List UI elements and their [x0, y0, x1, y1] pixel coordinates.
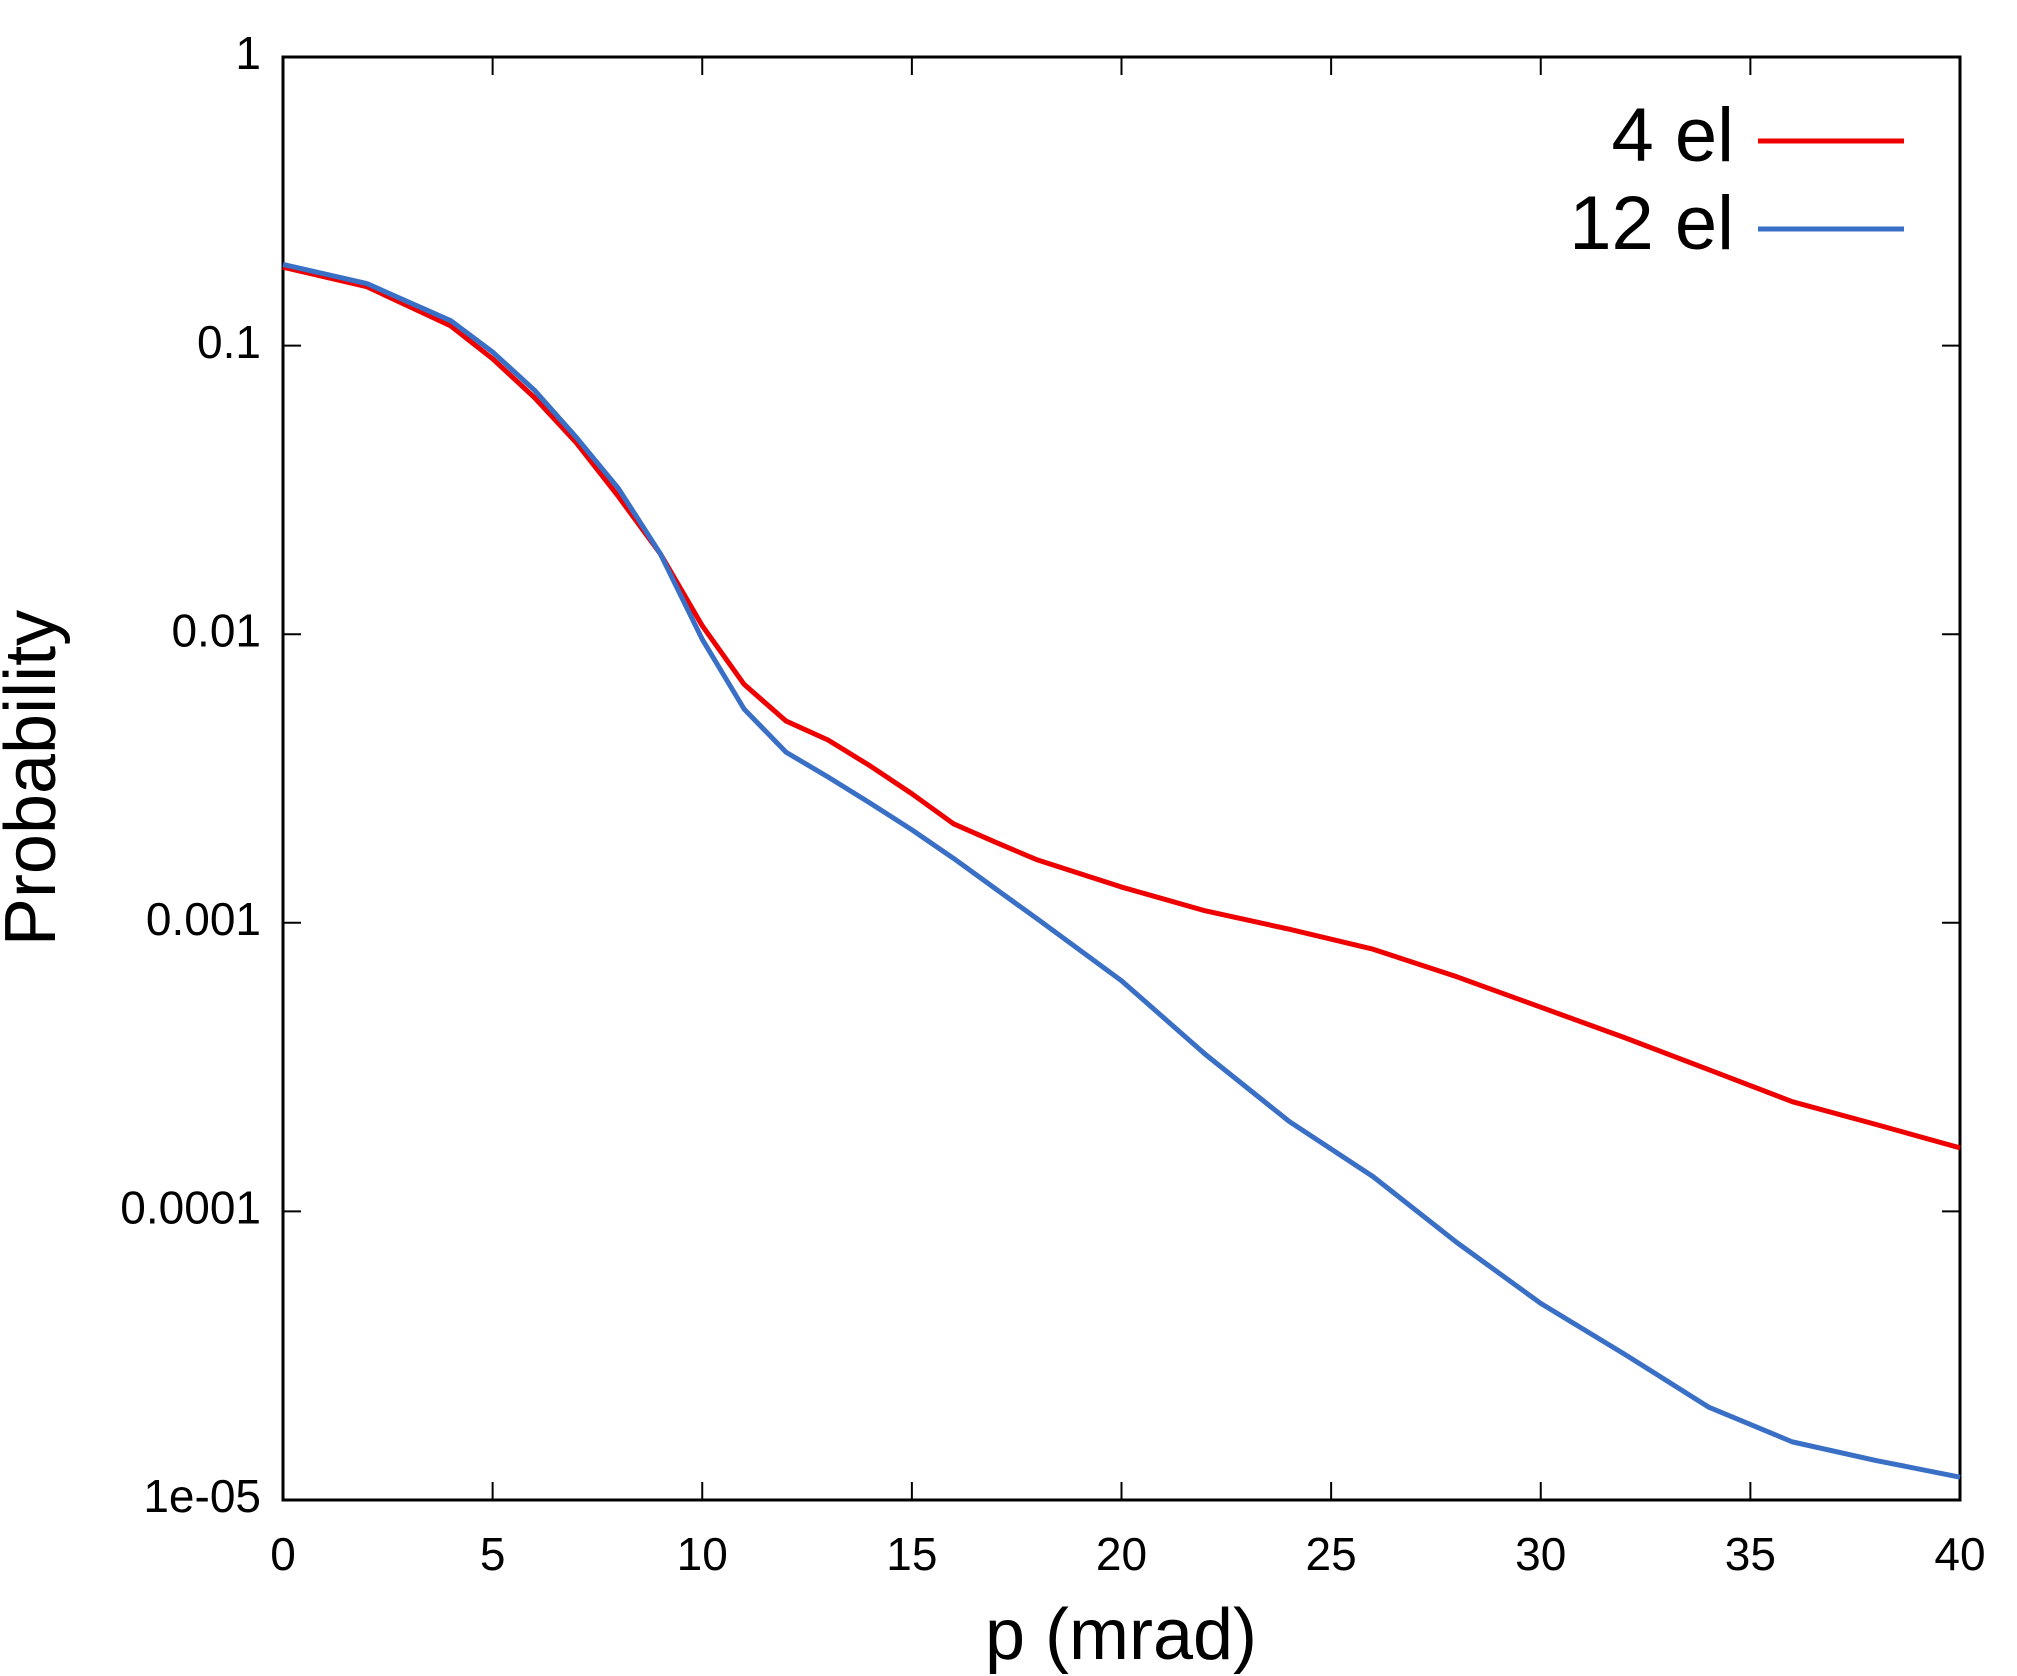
y-tick-label: 0.01 [171, 604, 261, 656]
y-axis-label: Probability [0, 610, 71, 946]
y-tick-label: 1e-05 [143, 1470, 261, 1522]
legend-label: 4 el [1611, 93, 1734, 178]
x-tick-label: 20 [1096, 1528, 1147, 1580]
x-tick-label: 40 [1934, 1528, 1985, 1580]
y-tick-label: 0.1 [197, 316, 261, 368]
x-tick-label: 35 [1725, 1528, 1776, 1580]
x-tick-label: 5 [480, 1528, 506, 1580]
data-line [282, 262, 1961, 1480]
plot-frame [281, 55, 1962, 1502]
x-axis-label: p (mrad) [985, 1595, 1257, 1675]
x-tick-label: 30 [1515, 1528, 1566, 1580]
x-tick-label: 15 [886, 1528, 937, 1580]
y-tick-label: 1 [235, 27, 261, 79]
y-tick-label: 0.0001 [120, 1182, 261, 1234]
data-line [282, 264, 1961, 1151]
x-tick-label: 0 [270, 1528, 296, 1580]
x-tick-label: 10 [677, 1528, 728, 1580]
y-tick-label: 0.001 [146, 893, 261, 945]
x-tick-label: 25 [1306, 1528, 1357, 1580]
legend-label: 12 el [1569, 181, 1734, 266]
